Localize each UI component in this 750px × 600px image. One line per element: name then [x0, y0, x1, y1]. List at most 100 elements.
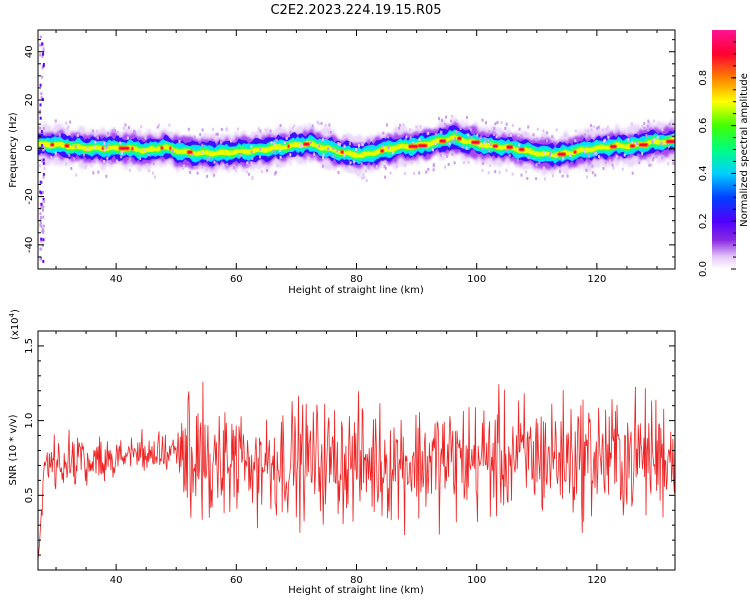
spectrogram-speck — [208, 156, 211, 160]
spectrogram-edge-speck — [41, 75, 44, 79]
spectrogram-speck — [461, 145, 464, 149]
spectrogram-speck — [74, 145, 77, 148]
spectrogram-speck — [332, 146, 335, 150]
spectrogram-speck — [178, 140, 181, 144]
spectrogram-edge-speck — [42, 158, 45, 162]
spectrogram-speck — [643, 126, 646, 130]
spectrogram-speck — [549, 152, 552, 156]
spectrogram-peak-core — [51, 143, 54, 146]
spectrogram-edge-speck — [42, 205, 45, 209]
spectrogram-y-tick-label: 0 — [24, 145, 35, 151]
spectrogram-x-tick-label: 100 — [467, 274, 486, 285]
spectrogram-speck — [448, 142, 451, 146]
spectrogram-speck — [438, 117, 440, 121]
spectrogram-speck — [535, 138, 538, 142]
spectrogram-speck — [607, 135, 610, 139]
spectrogram-edge-speck — [39, 53, 42, 57]
colorbar-tick-label: 0.0 — [698, 261, 709, 277]
spectrogram-speck — [415, 125, 418, 129]
spectrogram-speck — [630, 122, 633, 126]
spectrogram-edge-speck — [40, 153, 43, 157]
spectrogram-speck — [199, 133, 202, 136]
spectrogram-speck — [225, 128, 228, 132]
spectrogram-y-tick-label: -20 — [24, 188, 35, 204]
spectrogram-speck — [247, 163, 250, 167]
spectrogram-speck — [251, 157, 254, 160]
spectrogram-peak-core — [610, 145, 617, 148]
spectrogram-speck — [382, 131, 385, 135]
spectrogram-peak-core — [558, 153, 566, 156]
spectrogram-edge-speck — [39, 247, 42, 251]
spectrogram-speck — [85, 163, 88, 167]
spectrogram-speck — [239, 153, 242, 157]
spectrogram-speck — [542, 129, 545, 133]
spectrogram-edge-speck — [39, 221, 42, 225]
spectrogram-speck — [67, 125, 70, 129]
spectrogram-speck — [398, 126, 401, 130]
spectrogram-speck — [328, 131, 330, 135]
spectrogram-speck — [520, 173, 523, 177]
spectrogram-speck — [559, 170, 561, 174]
spectrogram-peak-core — [519, 148, 524, 151]
spectrogram-peak-core — [471, 141, 480, 144]
spectrogram-speck — [431, 148, 434, 152]
spectrogram-speck — [409, 135, 412, 139]
spectrogram-edge-speck — [42, 47, 45, 51]
spectrogram-edge-speck — [41, 229, 44, 233]
spectrogram-speck — [450, 119, 452, 123]
spectrogram-peak-core — [493, 144, 498, 148]
spectrogram-speck — [656, 135, 659, 139]
spectrogram-speck — [668, 122, 671, 126]
spectrogram-speck — [408, 128, 411, 132]
spectrogram-speck — [43, 166, 46, 170]
spectrogram-image — [38, 35, 675, 263]
spectrogram-speck — [488, 164, 491, 167]
spectrogram-peak-core — [440, 139, 446, 143]
spectrogram-speck — [505, 122, 508, 126]
spectrogram-speck — [260, 170, 263, 174]
spectrogram-speck — [360, 162, 363, 166]
spectrogram-speck — [652, 137, 655, 141]
spectrogram-speck — [446, 154, 449, 158]
spectrogram-edge-speck — [42, 175, 45, 179]
spectrogram-speck — [105, 174, 108, 178]
spectrogram-speck — [337, 142, 340, 146]
spectrogram-speck — [154, 175, 156, 179]
spectrogram-speck — [134, 130, 137, 134]
spectrogram-speck — [278, 148, 281, 152]
spectrogram-speck — [84, 165, 87, 169]
spectrogram-edge-speck — [42, 63, 45, 66]
spectrogram-speck — [248, 172, 250, 176]
spectrogram-speck — [259, 155, 261, 159]
spectrogram-speck — [465, 115, 468, 119]
spectrogram-speck — [291, 126, 294, 130]
spectrogram-speck — [122, 126, 125, 130]
spectrogram-speck — [538, 161, 541, 165]
spectrogram-speck — [612, 166, 615, 170]
spectrogram-speck — [143, 148, 146, 152]
spectrogram-speck — [285, 136, 288, 140]
spectrogram-speck — [483, 141, 486, 145]
spectrogram-peak-core — [380, 149, 384, 153]
colorbar-tick-label: 0.4 — [698, 165, 709, 181]
spectrogram-speck — [392, 151, 395, 155]
spectrogram-speck — [664, 141, 667, 145]
spectrogram-speck — [361, 176, 364, 180]
spectrogram-speck — [508, 154, 511, 158]
spectrogram-speck — [300, 143, 303, 147]
spectrogram-speck — [551, 135, 554, 139]
spectrogram-speck — [215, 132, 218, 136]
spectrogram-speck — [168, 123, 171, 127]
spectrogram-speck — [615, 128, 618, 132]
spectrogram-edge-speck — [40, 224, 43, 228]
spectrogram-speck — [651, 140, 654, 144]
spectrogram-edge-speck — [42, 215, 45, 219]
spectrogram-speck — [638, 161, 641, 165]
spectrogram-speck — [601, 128, 604, 132]
spectrogram-speck — [82, 153, 85, 157]
spectrogram-speck — [592, 125, 595, 129]
spectrogram-speck — [598, 155, 601, 159]
spectrogram-speck — [594, 151, 597, 155]
spectrogram-x-tick-label: 60 — [230, 274, 243, 285]
spectrogram-speck — [651, 158, 654, 162]
